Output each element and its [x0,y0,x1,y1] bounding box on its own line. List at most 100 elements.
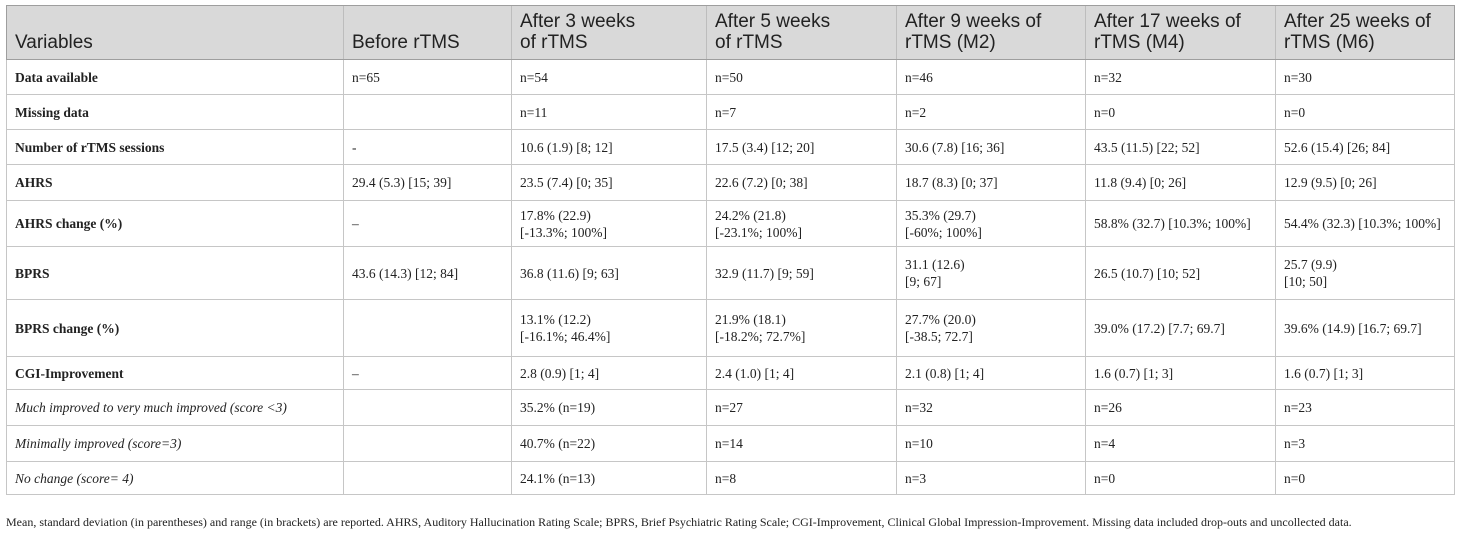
column-header-label: Before rTMS [352,32,460,53]
table-body: Data available n=65 n=54 n=50 n=46 n=32 n=30 Mi… [6,59,1455,495]
table-cell: n=0 [1085,94,1276,130]
table-row: BPRS 43.6 (14.3) [12; 84] 36.8 (11.6) [9; … [6,246,1455,300]
row-variable-label: BPRS [6,246,344,300]
table-cell: 11.8 (9.4) [0; 26] [1085,164,1276,201]
table-cell: n=0 [1085,461,1276,495]
cell-value: n=30 [1284,69,1312,85]
cell-value: n=3 [1284,436,1306,451]
table-cell: n=50 [706,59,897,95]
table-footnote: Mean, standard deviation (in parentheses… [6,515,1352,529]
table-cell: 10.6 (1.9) [8; 12] [511,129,707,165]
cell-value: n=23 [1284,400,1312,415]
table-cell: 26.5 (10.7) [10; 52] [1085,246,1276,300]
cell-value: n=4 [1094,436,1116,451]
table-cell: – [343,200,512,247]
cell-value: n=11 [520,104,548,120]
table-cell: n=65 [343,59,512,95]
table-cell: n=3 [896,461,1086,495]
cell-value: n=50 [715,69,743,85]
cell-value: 2.1 (0.8) [1; 4] [905,365,985,381]
table-cell: n=0 [1275,94,1455,130]
table-cell: 52.6 (15.4) [26; 84] [1275,129,1455,165]
table-row: AHRS 29.4 (5.3) [15; 39] 23.5 (7.4) [0; 35… [6,164,1455,201]
column-header-label: After 5 weeks of rTMS [715,11,831,53]
table-cell: n=2 [896,94,1086,130]
cell-value: 18.7 (8.3) [0; 37] [905,175,998,190]
column-header-label: After 3 weeks of rTMS [520,11,636,53]
row-variable-label: Number of rTMS sessions [6,129,344,165]
table-cell: 2.8 (0.9) [1; 4] [511,356,707,390]
table-cell: 1.6 (0.7) [1; 3] [1275,356,1455,390]
cell-value: 30.6 (7.8) [16; 36] [905,139,1005,155]
table-cell: n=14 [706,425,897,462]
header-row: Variables Before rTMS After 3 weeks of rTM… [6,5,1455,60]
cell-value: 17.8% (22.9) [-13.3%; 100%] [520,207,607,240]
cell-value: 27.7% (20.0) [-38.5; 72.7] [905,312,976,344]
table-row: AHRS change (%) – 17.8% (22.9) [-13.3%; 10… [6,200,1455,247]
table-cell: 17.8% (22.9) [-13.3%; 100%] [511,200,707,247]
column-header: Before rTMS [343,5,512,60]
cell-value: 40.7% (n=22) [520,436,596,451]
table-cell: 54.4% (32.3) [10.3%; 100%] [1275,200,1455,247]
cell-value: n=0 [1284,104,1306,120]
table-cell: 24.2% (21.8) [-23.1%; 100%] [706,200,897,247]
cell-value: 1.6 (0.7) [1; 3] [1284,365,1364,381]
cell-value: n=54 [520,69,548,85]
table-cell: n=7 [706,94,897,130]
table-cell: 32.9 (11.7) [9; 59] [706,246,897,300]
row-variable-label: No change (score= 4) [6,461,344,495]
cell-value: n=32 [1094,69,1122,85]
cell-value: – [352,216,359,231]
table-cell: 35.2% (n=19) [511,389,707,426]
cell-value: n=0 [1094,470,1116,486]
table-cell [343,425,512,462]
table-cell: 43.6 (14.3) [12; 84] [343,246,512,300]
cell-value: n=46 [905,69,933,85]
cell-value: 52.6 (15.4) [26; 84] [1284,139,1391,155]
table-cell [343,94,512,130]
table-cell: n=32 [1085,59,1276,95]
table-cell: 29.4 (5.3) [15; 39] [343,164,512,201]
cell-value: 26.5 (10.7) [10; 52] [1094,265,1201,281]
table-row: Missing data n=11 n=7 n=2 n=0 n=0 [6,94,1455,130]
column-header-label: Variables [15,32,93,53]
table-cell: n=27 [706,389,897,426]
cell-value: 10.6 (1.9) [8; 12] [520,139,613,155]
cell-value: n=27 [715,400,743,415]
table-cell: n=3 [1275,425,1455,462]
cell-value: 35.2% (n=19) [520,400,596,415]
table-cell: 21.9% (18.1) [-18.2%; 72.7%] [706,299,897,357]
column-header-label: After 17 weeks of rTMS (M4) [1094,11,1241,53]
cell-value: 25.7 (9.9) [10; 50] [1284,257,1337,289]
cell-value: – [352,365,359,381]
row-variable-label: Much improved to very much improved (sco… [6,389,344,426]
cell-value: 36.8 (11.6) [9; 63] [520,265,619,281]
table-cell: 24.1% (n=13) [511,461,707,495]
cell-value: 43.6 (14.3) [12; 84] [352,265,459,281]
table-cell [343,389,512,426]
table-cell: n=4 [1085,425,1276,462]
column-header: After 5 weeks of rTMS [706,5,897,60]
table-cell: 13.1% (12.2) [-16.1%; 46.4%] [511,299,707,357]
table-cell: 58.8% (32.7) [10.3%; 100%] [1085,200,1276,247]
table-row: BPRS change (%) 13.1% (12.2) [-16.1%; 46.… [6,299,1455,357]
row-variable-label: BPRS change (%) [6,299,344,357]
table-row: Data available n=65 n=54 n=50 n=46 n=32 n=30 [6,59,1455,95]
table-cell: 12.9 (9.5) [0; 26] [1275,164,1455,201]
table-row: CGI-Improvement – 2.8 (0.9) [1; 4] 2.4 (1.0… [6,356,1455,390]
row-variable-label: Missing data [6,94,344,130]
row-variable-label: CGI-Improvement [6,356,344,390]
table-cell: 2.4 (1.0) [1; 4] [706,356,897,390]
table-cell: 2.1 (0.8) [1; 4] [896,356,1086,390]
cell-value: 58.8% (32.7) [10.3%; 100%] [1094,216,1251,231]
cell-value: 54.4% (32.3) [10.3%; 100%] [1284,216,1441,231]
cell-value: n=14 [715,436,743,451]
table-row: Much improved to very much improved (sco… [6,389,1455,426]
table-cell: 31.1 (12.6) [9; 67] [896,246,1086,300]
table-cell: n=26 [1085,389,1276,426]
table-cell: 30.6 (7.8) [16; 36] [896,129,1086,165]
table-cell: n=23 [1275,389,1455,426]
table-cell: n=0 [1275,461,1455,495]
cell-value: n=65 [352,69,380,85]
table-cell: n=10 [896,425,1086,462]
